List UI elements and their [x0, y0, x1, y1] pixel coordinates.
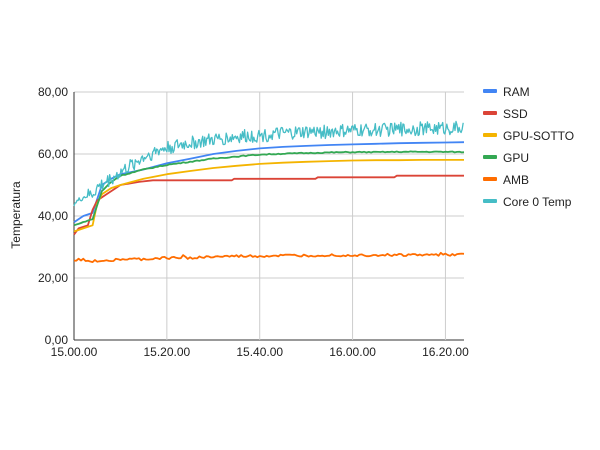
- legend-swatch: [483, 89, 497, 93]
- x-tick-label: 15.00.00: [51, 345, 98, 359]
- y-tick-label: 20,00: [38, 271, 68, 285]
- legend-label: GPU-SOTTO: [503, 129, 574, 143]
- legend-swatch: [483, 199, 497, 203]
- series-line-amb: [73, 251, 465, 263]
- legend-swatch: [483, 133, 497, 137]
- series-line-ssd: [73, 174, 464, 236]
- axes: 0,00 20,00 40,00 60,00 80,00 15.00.00 15.20.00…: [38, 85, 469, 359]
- legend-label: SSD: [503, 107, 528, 121]
- x-tick-label: 16.20.00: [422, 345, 469, 359]
- legend-label: RAM: [503, 85, 530, 99]
- y-tick-label: 80,00: [38, 85, 68, 99]
- y-tick-label: 40,00: [38, 209, 68, 223]
- y-tick-label: 60,00: [38, 147, 68, 161]
- x-tick-label: 15.40.00: [236, 345, 283, 359]
- legend-swatch: [483, 111, 497, 115]
- legend: RAM SSD GPU-SOTTO GPU AMB Core 0 Temp: [483, 85, 574, 209]
- legend-swatch: [483, 177, 497, 181]
- legend-label: GPU: [503, 151, 529, 165]
- series-lines: [73, 120, 465, 263]
- y-tick-label: 0,00: [45, 333, 69, 347]
- legend-swatch: [483, 155, 497, 159]
- legend-label: AMB: [503, 173, 529, 187]
- series-line-gpu: [73, 150, 465, 227]
- x-tick-label: 16.00.00: [329, 345, 376, 359]
- legend-label: Core 0 Temp: [503, 195, 572, 209]
- series-line-core-0-temp: [73, 120, 464, 207]
- series-line-gpu-sotto: [73, 159, 464, 233]
- x-tick-label: 15.20.00: [143, 345, 190, 359]
- grid: [73, 91, 464, 341]
- y-axis-title: Temperatura: [9, 181, 23, 249]
